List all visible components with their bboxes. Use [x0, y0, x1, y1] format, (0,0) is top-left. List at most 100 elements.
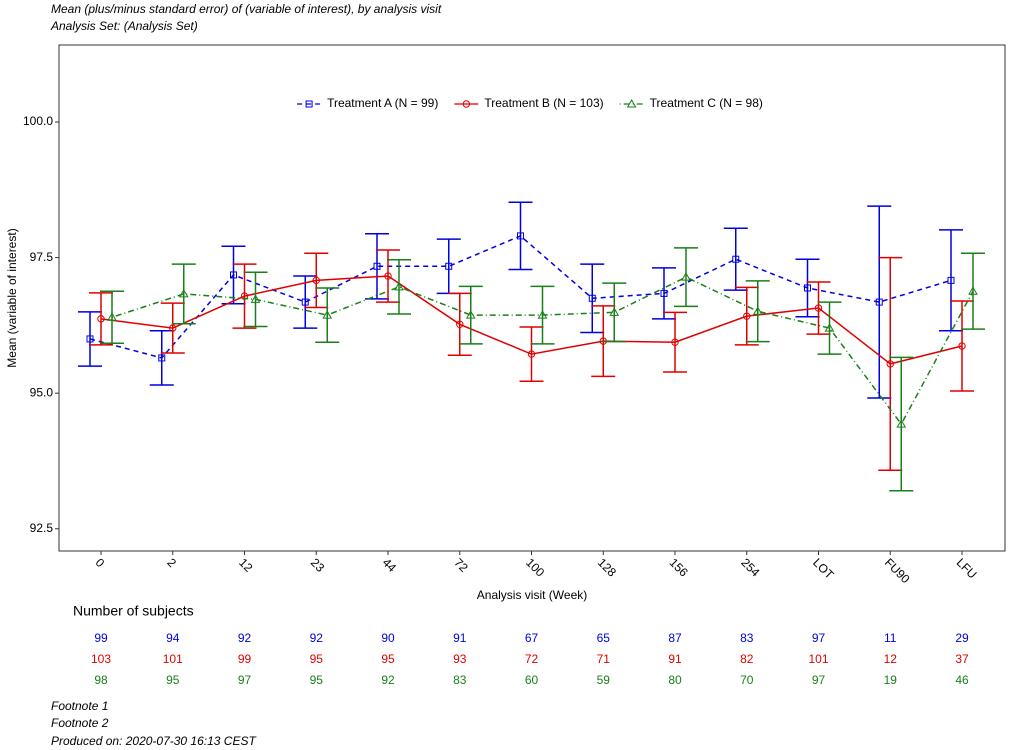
data-point: [373, 262, 381, 270]
data-point: [97, 315, 105, 323]
data-point: [394, 281, 404, 291]
x-tick-label: 254: [738, 555, 762, 579]
subject-count: 37: [955, 652, 969, 666]
legend-label: Treatment C (N = 98): [650, 96, 763, 110]
subject-count: 19: [884, 673, 898, 687]
data-point: [178, 288, 189, 298]
subject-count: 92: [310, 631, 324, 645]
series-line: [89, 235, 952, 359]
data-point: [107, 312, 117, 321]
subject-count: 29: [955, 631, 969, 645]
series-line: [100, 275, 963, 365]
legend-label: Treatment B (N = 103): [484, 96, 603, 110]
data-point: [158, 354, 166, 362]
data-point: [609, 307, 620, 316]
data-point: [896, 419, 907, 428]
data-point: [732, 255, 740, 263]
subject-count: 83: [740, 631, 754, 645]
x-axis-label: Analysis visit (Week): [477, 588, 587, 602]
data-point: [814, 304, 823, 312]
data-point: [527, 350, 536, 358]
data-point: [681, 272, 691, 281]
data-point: [384, 272, 392, 280]
subject-count: 93: [453, 652, 467, 666]
data-point: [312, 276, 320, 285]
subject-count: 101: [808, 652, 828, 666]
chart-subtitle: Analysis Set: (Analysis Set): [50, 19, 198, 33]
data-point: [517, 232, 524, 240]
data-point: [230, 271, 237, 279]
subject-count: 99: [94, 631, 108, 645]
y-tick-label: 95.0: [30, 385, 54, 399]
subject-count: 65: [597, 631, 611, 645]
y-tick-label: 92.5: [30, 521, 54, 535]
subject-count: 11: [884, 631, 897, 645]
chart-title: Mean (plus/minus standard error) of (var…: [51, 2, 442, 16]
x-tick-label: 2: [164, 555, 179, 570]
plot-panel: [58, 44, 1006, 552]
subject-count: 97: [812, 631, 826, 645]
subject-count: 91: [453, 631, 467, 645]
data-point: [322, 310, 333, 319]
subjects-title: Number of subjects: [73, 603, 194, 619]
data-point: [301, 298, 309, 306]
subject-count: 95: [381, 652, 395, 666]
y-tick-label: 97.5: [30, 250, 54, 264]
data-point: [456, 320, 464, 329]
x-tick-label: 156: [667, 555, 691, 579]
subject-count: 99: [238, 652, 252, 666]
subject-count: 70: [740, 673, 754, 687]
x-tick-label: FU90: [882, 555, 913, 586]
data-point: [886, 360, 894, 368]
subject-count: 98: [94, 673, 108, 687]
data-point: [875, 298, 883, 306]
legend-marker: [305, 100, 313, 108]
x-tick-label: 128: [595, 555, 619, 579]
data-point: [445, 262, 453, 270]
data-point: [465, 310, 476, 319]
footnote: Footnote 1: [51, 699, 108, 713]
footnote: Produced on: 2020-07-30 16:13 CEST: [51, 734, 257, 748]
subject-count: 12: [884, 652, 898, 666]
x-tick-label: 72: [451, 555, 471, 575]
subject-count: 87: [668, 631, 682, 645]
x-tick-label: 23: [308, 555, 328, 575]
subject-count: 92: [238, 631, 252, 645]
data-point: [958, 342, 966, 350]
subject-count: 60: [525, 673, 539, 687]
data-point: [660, 289, 668, 297]
x-tick-label: LOT: [810, 555, 837, 582]
legend-label: Treatment A (N = 99): [327, 96, 438, 110]
data-point: [169, 324, 177, 332]
subject-count: 97: [812, 673, 826, 687]
subject-count: 95: [310, 652, 324, 666]
data-point: [752, 306, 763, 315]
data-point: [240, 292, 249, 300]
footnote: Footnote 2: [51, 716, 109, 730]
subject-count: 103: [91, 652, 111, 666]
data-point: [588, 294, 596, 302]
subject-count: 95: [310, 673, 324, 687]
legend-marker: [626, 98, 637, 108]
x-tick-label: LFU: [954, 555, 980, 581]
subject-count: 46: [955, 673, 969, 687]
subject-count: 59: [597, 673, 611, 687]
subject-count: 94: [166, 631, 180, 645]
subject-count: 91: [668, 652, 682, 666]
series-line: [111, 276, 974, 426]
subject-count: 82: [740, 652, 754, 666]
data-point: [804, 284, 811, 292]
subject-count: 90: [381, 631, 395, 645]
data-point: [86, 335, 94, 343]
subject-count: 92: [381, 673, 395, 687]
x-tick-label: 44: [380, 555, 400, 575]
x-tick-label: 0: [93, 555, 108, 570]
subject-count: 83: [453, 673, 467, 687]
x-tick-label: 12: [236, 555, 256, 575]
legend-marker: [462, 100, 471, 108]
data-point: [968, 286, 978, 295]
subject-count: 97: [238, 673, 252, 687]
data-point: [671, 338, 679, 346]
subject-count: 72: [525, 652, 539, 666]
subject-count: 95: [166, 673, 180, 687]
